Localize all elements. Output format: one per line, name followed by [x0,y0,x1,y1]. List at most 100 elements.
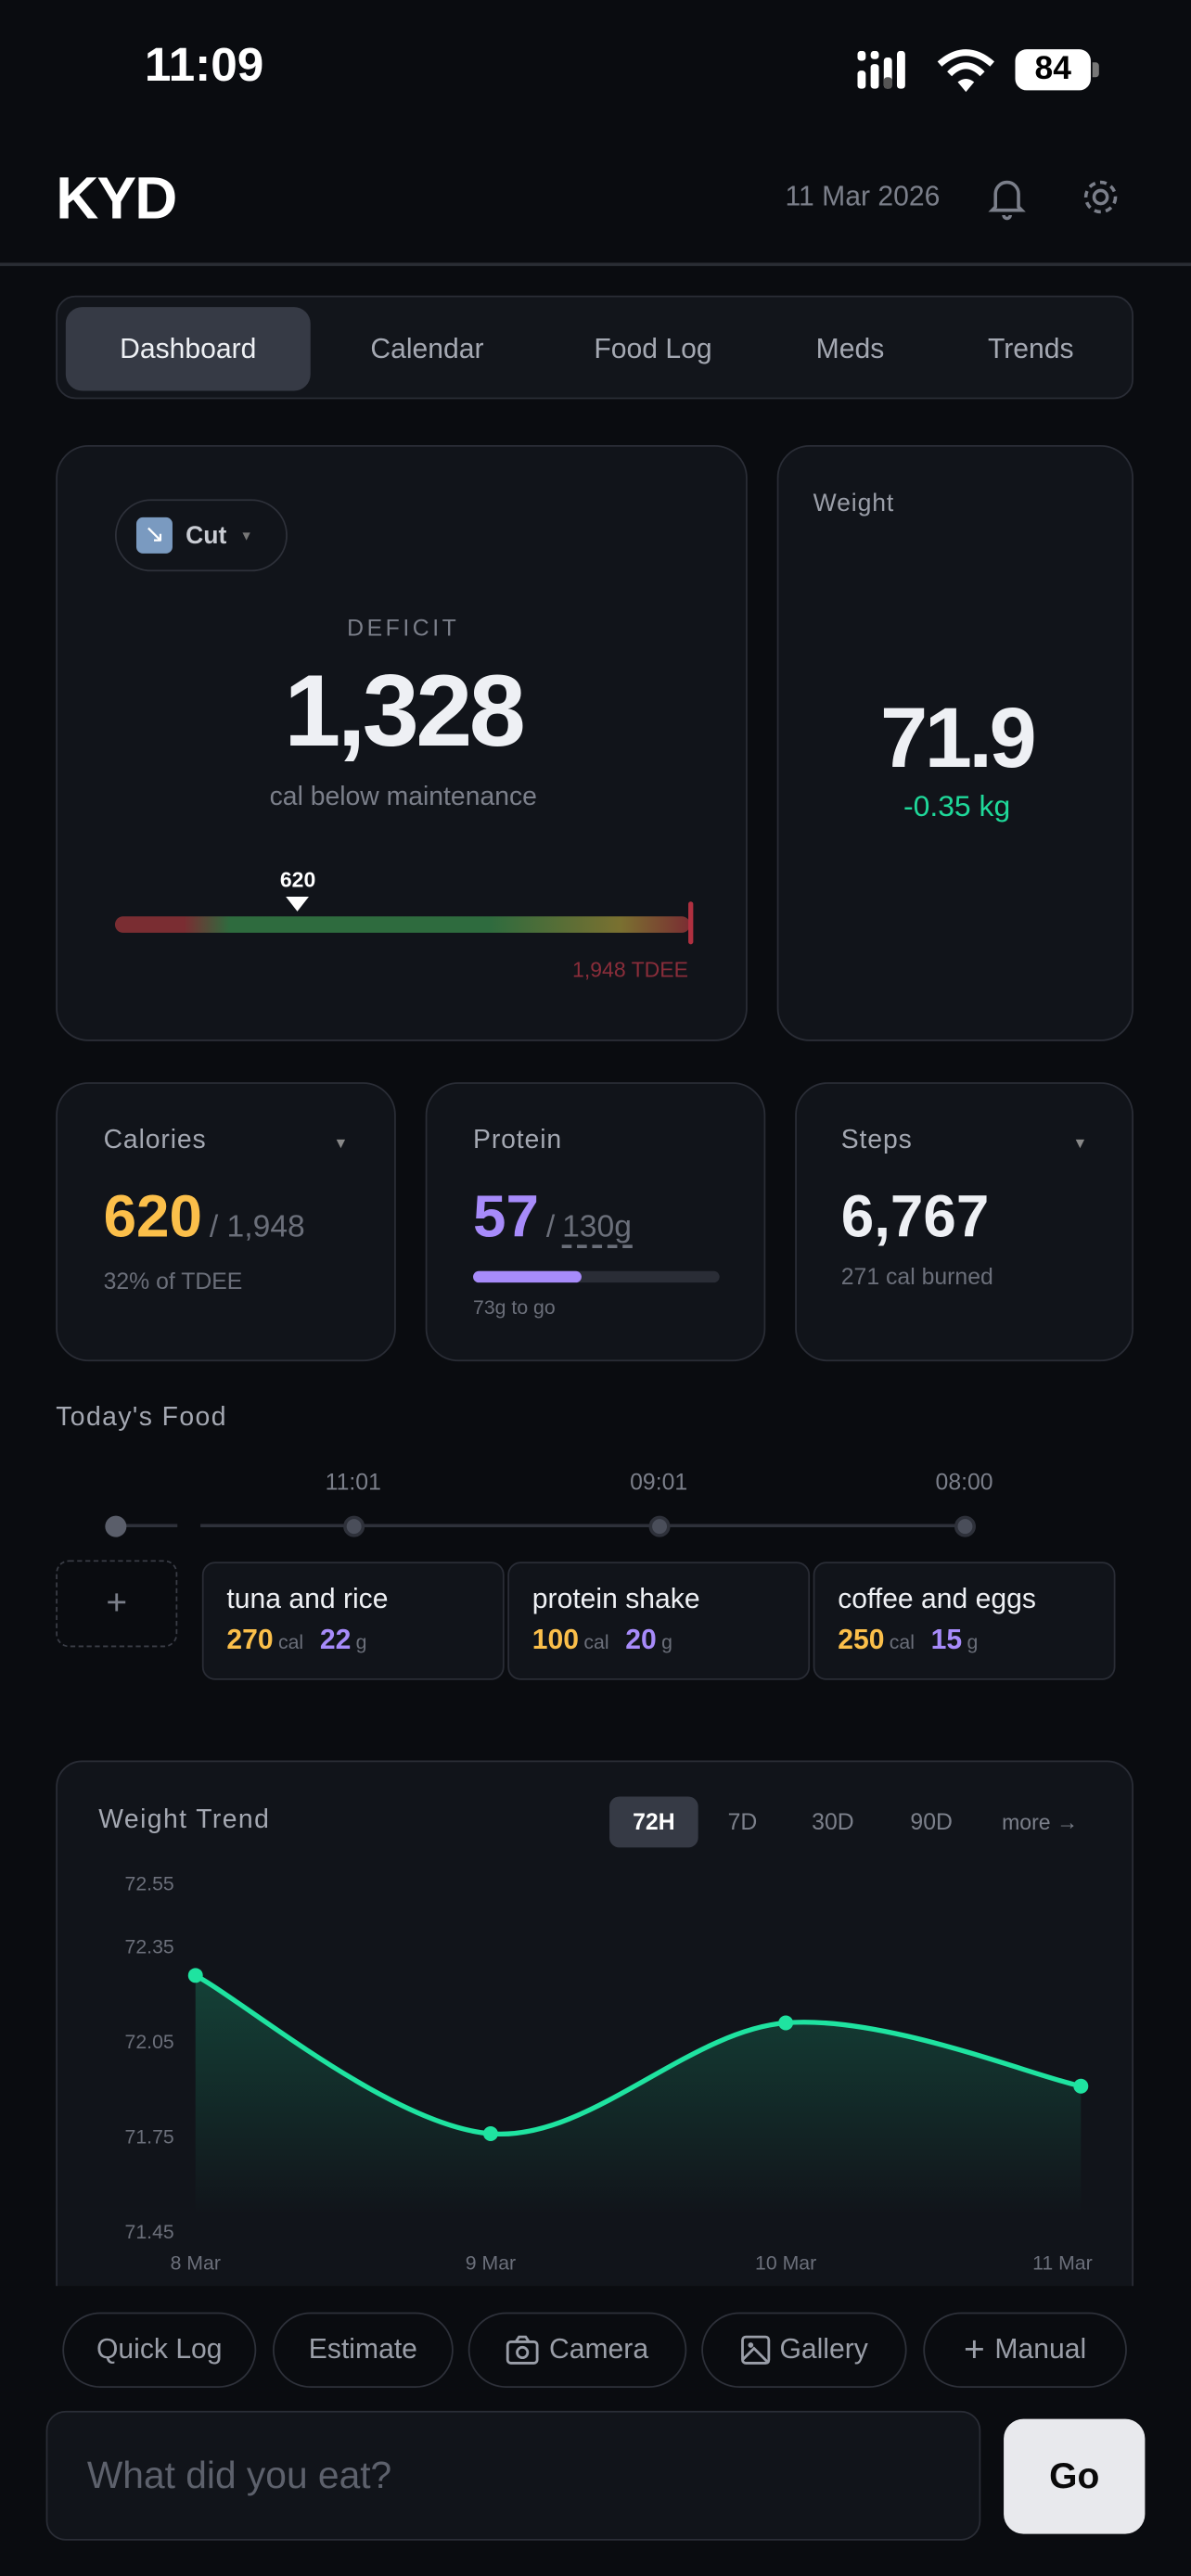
arrow-down-right-icon: ↘ [135,516,173,554]
timeline-line [200,1524,965,1528]
calories-value: 620 [103,1182,202,1250]
timeline-line [124,1524,178,1528]
y-tick-label: 71.45 [125,2221,174,2243]
protein-unit: g [967,1630,979,1654]
deficit-card: ↘ Cut ▼ DEFICIT 1,328 cal below maintena… [56,444,748,1041]
steps-sub: 271 cal burned [840,1262,993,1290]
calories-total: / 1,948 [209,1210,305,1245]
timeline-dot [954,1515,976,1537]
data-point[interactable] [778,2015,794,2031]
x-tick-label: 9 Mar [466,2252,516,2275]
header-divider [0,262,1191,266]
timeline-now-dot [105,1515,127,1537]
wifi-icon [937,49,995,93]
cal-unit: cal [277,1630,304,1654]
estimate-button[interactable]: Estimate [272,2312,454,2389]
quick-log-label: Quick Log [96,2333,223,2366]
quick-log-button[interactable]: Quick Log [62,2312,257,2389]
protein-card[interactable]: Protein 57 / 130g 73g to go [425,1082,766,1362]
calories-label: Calories [103,1126,207,1155]
cal-unit: cal [583,1630,609,1654]
app-logo: KYD [56,164,177,232]
x-tick-label: 8 Mar [171,2252,221,2275]
camera-label: Camera [548,2333,649,2366]
mode-selector[interactable]: ↘ Cut ▼ [114,499,288,572]
data-point[interactable] [187,1968,203,1983]
food-name: protein shake [531,1583,700,1614]
intake-marker: 620 [268,867,327,912]
manual-label: Manual [994,2333,1087,2366]
tab-calendar[interactable]: Calendar [370,333,484,365]
food-name: coffee and eggs [838,1583,1036,1614]
deficit-bar [114,916,690,933]
range-7d[interactable]: 7D [727,1807,758,1835]
mode-label: Cut [186,521,227,550]
status-time: 11:09 [144,39,264,93]
chevron-down-icon[interactable]: ▼ [1072,1134,1088,1152]
steps-card[interactable]: Steps ▼ 6,767 271 cal burned [795,1082,1133,1362]
signal-icon [857,50,905,89]
steps-value: 6,767 [840,1182,990,1250]
range-90d[interactable]: 90D [910,1807,953,1835]
food-card[interactable]: tuna and rice 270 cal 22 g [201,1562,505,1680]
protein-unit: g [661,1630,672,1654]
area-fill [195,1975,1082,2216]
timeline-time: 11:01 [325,1468,381,1495]
chevron-down-icon[interactable]: ▼ [333,1134,349,1152]
x-tick-label: 11 Mar [1032,2252,1093,2275]
camera-button[interactable]: Camera [467,2312,687,2389]
camera-icon [506,2335,540,2365]
image-icon [740,2335,770,2365]
marker-triangle-icon [286,896,310,912]
go-button[interactable]: Go [1004,2418,1146,2534]
tdee-tick [688,901,694,945]
deficit-caption: cal below maintenance [269,783,537,811]
calories-sub: 32% of TDEE [103,1268,243,1294]
y-tick-label: 72.55 [125,1872,174,1894]
protein-goal[interactable]: 130g [562,1210,632,1248]
timeline-time: 09:01 [630,1468,688,1495]
bell-icon[interactable] [986,174,1029,221]
gear-icon[interactable] [1078,174,1124,221]
protein-value-row: 57 / 130g [473,1182,632,1251]
timeline-dot [648,1515,671,1537]
food-protein: 22 [319,1624,352,1656]
chevron-down-icon: ▼ [239,528,253,543]
protein-value: 57 [473,1182,539,1250]
food-card[interactable]: coffee and eggs 250 cal 15 g [813,1562,1116,1680]
food-protein: 15 [930,1624,963,1656]
weight-chart: 72.55 72.35 72.05 71.75 71.45 8 Mar 9 Mar 10 Ma… [125,1872,1093,2275]
weight-card[interactable]: Weight 71.9 -0.35 kg [776,444,1133,1041]
tab-meds[interactable]: Meds [815,333,885,365]
tdee-label: 1,948 TDEE [572,957,689,983]
gallery-label: Gallery [779,2333,868,2366]
timeline-time: 08:00 [935,1468,993,1495]
add-food-button[interactable]: + [56,1560,178,1648]
food-name: tuna and rice [226,1583,389,1614]
series-line [194,1972,1082,2136]
tab-food-log[interactable]: Food Log [594,333,712,365]
gallery-button[interactable]: Gallery [701,2312,907,2389]
deficit-value: 1,328 [284,655,526,769]
more-link[interactable]: more → [1002,1809,1078,1835]
range-30d[interactable]: 30D [812,1807,854,1835]
food-input[interactable] [45,2410,981,2541]
protein-label: Protein [473,1126,563,1155]
data-point[interactable] [1073,2078,1089,2094]
food-cal: 100 [531,1624,580,1656]
calories-card[interactable]: Calories ▼ 620 / 1,948 32% of TDEE [56,1082,396,1362]
data-point[interactable] [482,2126,498,2141]
protein-sub: 73g to go [473,1295,556,1320]
battery-level: 84 [1034,50,1071,87]
battery-icon: 84 [1015,49,1091,91]
tab-dashboard[interactable]: Dashboard [65,307,311,391]
range-72h[interactable]: 72H [609,1796,698,1848]
tab-trends[interactable]: Trends [988,333,1074,365]
todays-food-title: Today's Food [56,1404,227,1433]
protein-slash: / [545,1210,556,1245]
y-tick-label: 72.05 [125,2031,174,2053]
food-card[interactable]: protein shake 100 cal 20 g [507,1562,811,1680]
weight-trend-title: Weight Trend [98,1806,271,1835]
manual-button[interactable]: + Manual [923,2312,1127,2389]
header-date: 11 Mar 2026 [785,180,941,212]
